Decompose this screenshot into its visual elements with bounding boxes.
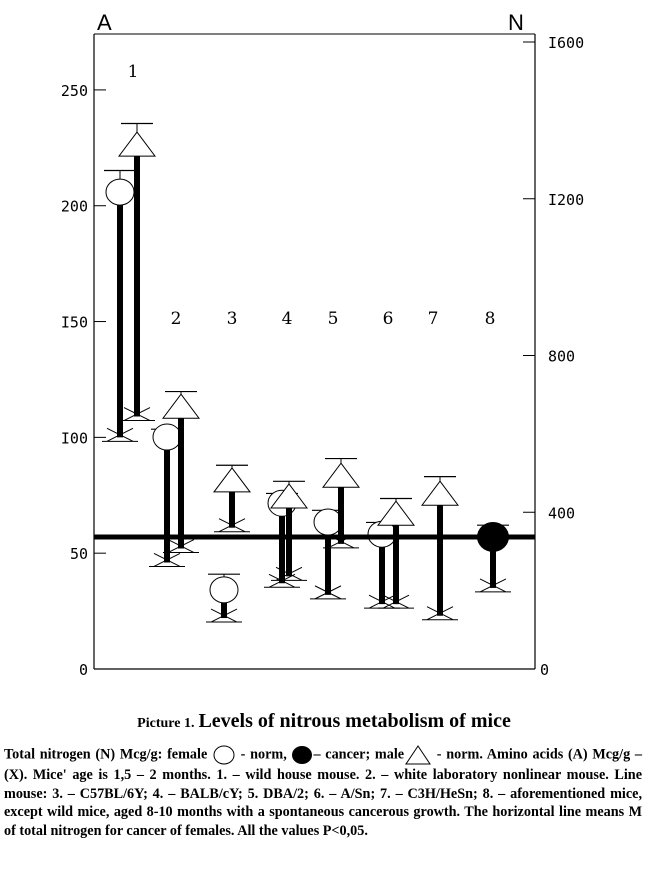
male-norm-triangle-marker bbox=[162, 393, 200, 419]
amino-acid-x-marker bbox=[149, 552, 185, 567]
triangle-icon bbox=[405, 745, 431, 765]
male-norm-triangle-marker bbox=[421, 480, 459, 506]
amino-acid-x-marker bbox=[271, 566, 307, 581]
female-norm-circle-marker bbox=[313, 508, 343, 536]
right-tick-label: I600 bbox=[548, 34, 584, 52]
caption-text: - norm. Amino acids (A) Mcg/g – (X). Mic… bbox=[4, 746, 642, 839]
open-circle-icon bbox=[213, 745, 235, 765]
group-label: 4 bbox=[282, 309, 293, 329]
amino-acid-x-marker bbox=[422, 606, 458, 621]
left-tick-label: 250 bbox=[61, 82, 88, 100]
amino-acid-x-marker bbox=[163, 539, 199, 554]
left-tick-label: I50 bbox=[61, 314, 88, 332]
figure-title-text: Levels of nitrous metabolism of mice bbox=[198, 710, 511, 732]
group-label: 8 bbox=[485, 309, 496, 329]
female-norm-circle-marker bbox=[105, 178, 135, 206]
amino-acid-x-marker bbox=[378, 594, 414, 609]
right-tick-label: 0 bbox=[540, 661, 549, 679]
female-norm-circle-marker bbox=[152, 423, 182, 451]
group-label: 7 bbox=[428, 309, 439, 329]
chart: A N 0 50 I00 I50 200 250 0 400 800 I200 I600 1 2 3 4 5 6 7 8 bbox=[61, 10, 584, 679]
amino-acid-x-marker bbox=[310, 585, 346, 600]
figure-number: Picture 1. bbox=[137, 716, 195, 731]
left-tick-label: 50 bbox=[70, 545, 88, 563]
caption-text: - norm, bbox=[235, 746, 292, 763]
group-label: 2 bbox=[171, 309, 182, 329]
figure-caption: Total nitrogen (N) Mcg/g: female - norm,… bbox=[4, 744, 642, 840]
amino-acid-x-marker bbox=[102, 427, 138, 442]
left-tick-label: 200 bbox=[61, 198, 88, 216]
left-tick-label: 0 bbox=[79, 661, 88, 679]
amino-acid-x-marker bbox=[119, 407, 155, 422]
left-tick-label: I00 bbox=[61, 429, 88, 447]
right-tick-label: I200 bbox=[548, 191, 584, 209]
caption-text: Total nitrogen (N) Mcg/g: female bbox=[4, 746, 212, 763]
right-tick-label: 800 bbox=[548, 348, 575, 366]
amino-acid-x-marker bbox=[475, 578, 511, 593]
filled-circle-icon bbox=[292, 746, 313, 764]
group-label: 1 bbox=[128, 62, 139, 82]
male-norm-triangle-marker bbox=[322, 462, 360, 488]
male-norm-triangle-marker bbox=[376, 500, 416, 526]
group-label: 6 bbox=[383, 309, 394, 329]
male-norm-triangle-marker bbox=[213, 467, 251, 493]
group-label: 5 bbox=[328, 309, 339, 329]
right-axis-label: N bbox=[508, 10, 524, 35]
figure-title: Picture 1. Levels of nitrous metabolism … bbox=[0, 710, 648, 733]
group-label: 3 bbox=[227, 309, 238, 329]
right-tick-label: 400 bbox=[548, 504, 575, 522]
left-axis-label: A bbox=[97, 10, 112, 35]
male-norm-triangle-marker bbox=[270, 483, 308, 509]
amino-acid-x-marker bbox=[214, 518, 250, 533]
amino-acid-x-marker bbox=[206, 608, 242, 623]
caption-text: – cancer; male bbox=[313, 746, 405, 763]
male-norm-triangle-marker bbox=[118, 131, 156, 157]
female-norm-circle-marker bbox=[209, 576, 239, 604]
